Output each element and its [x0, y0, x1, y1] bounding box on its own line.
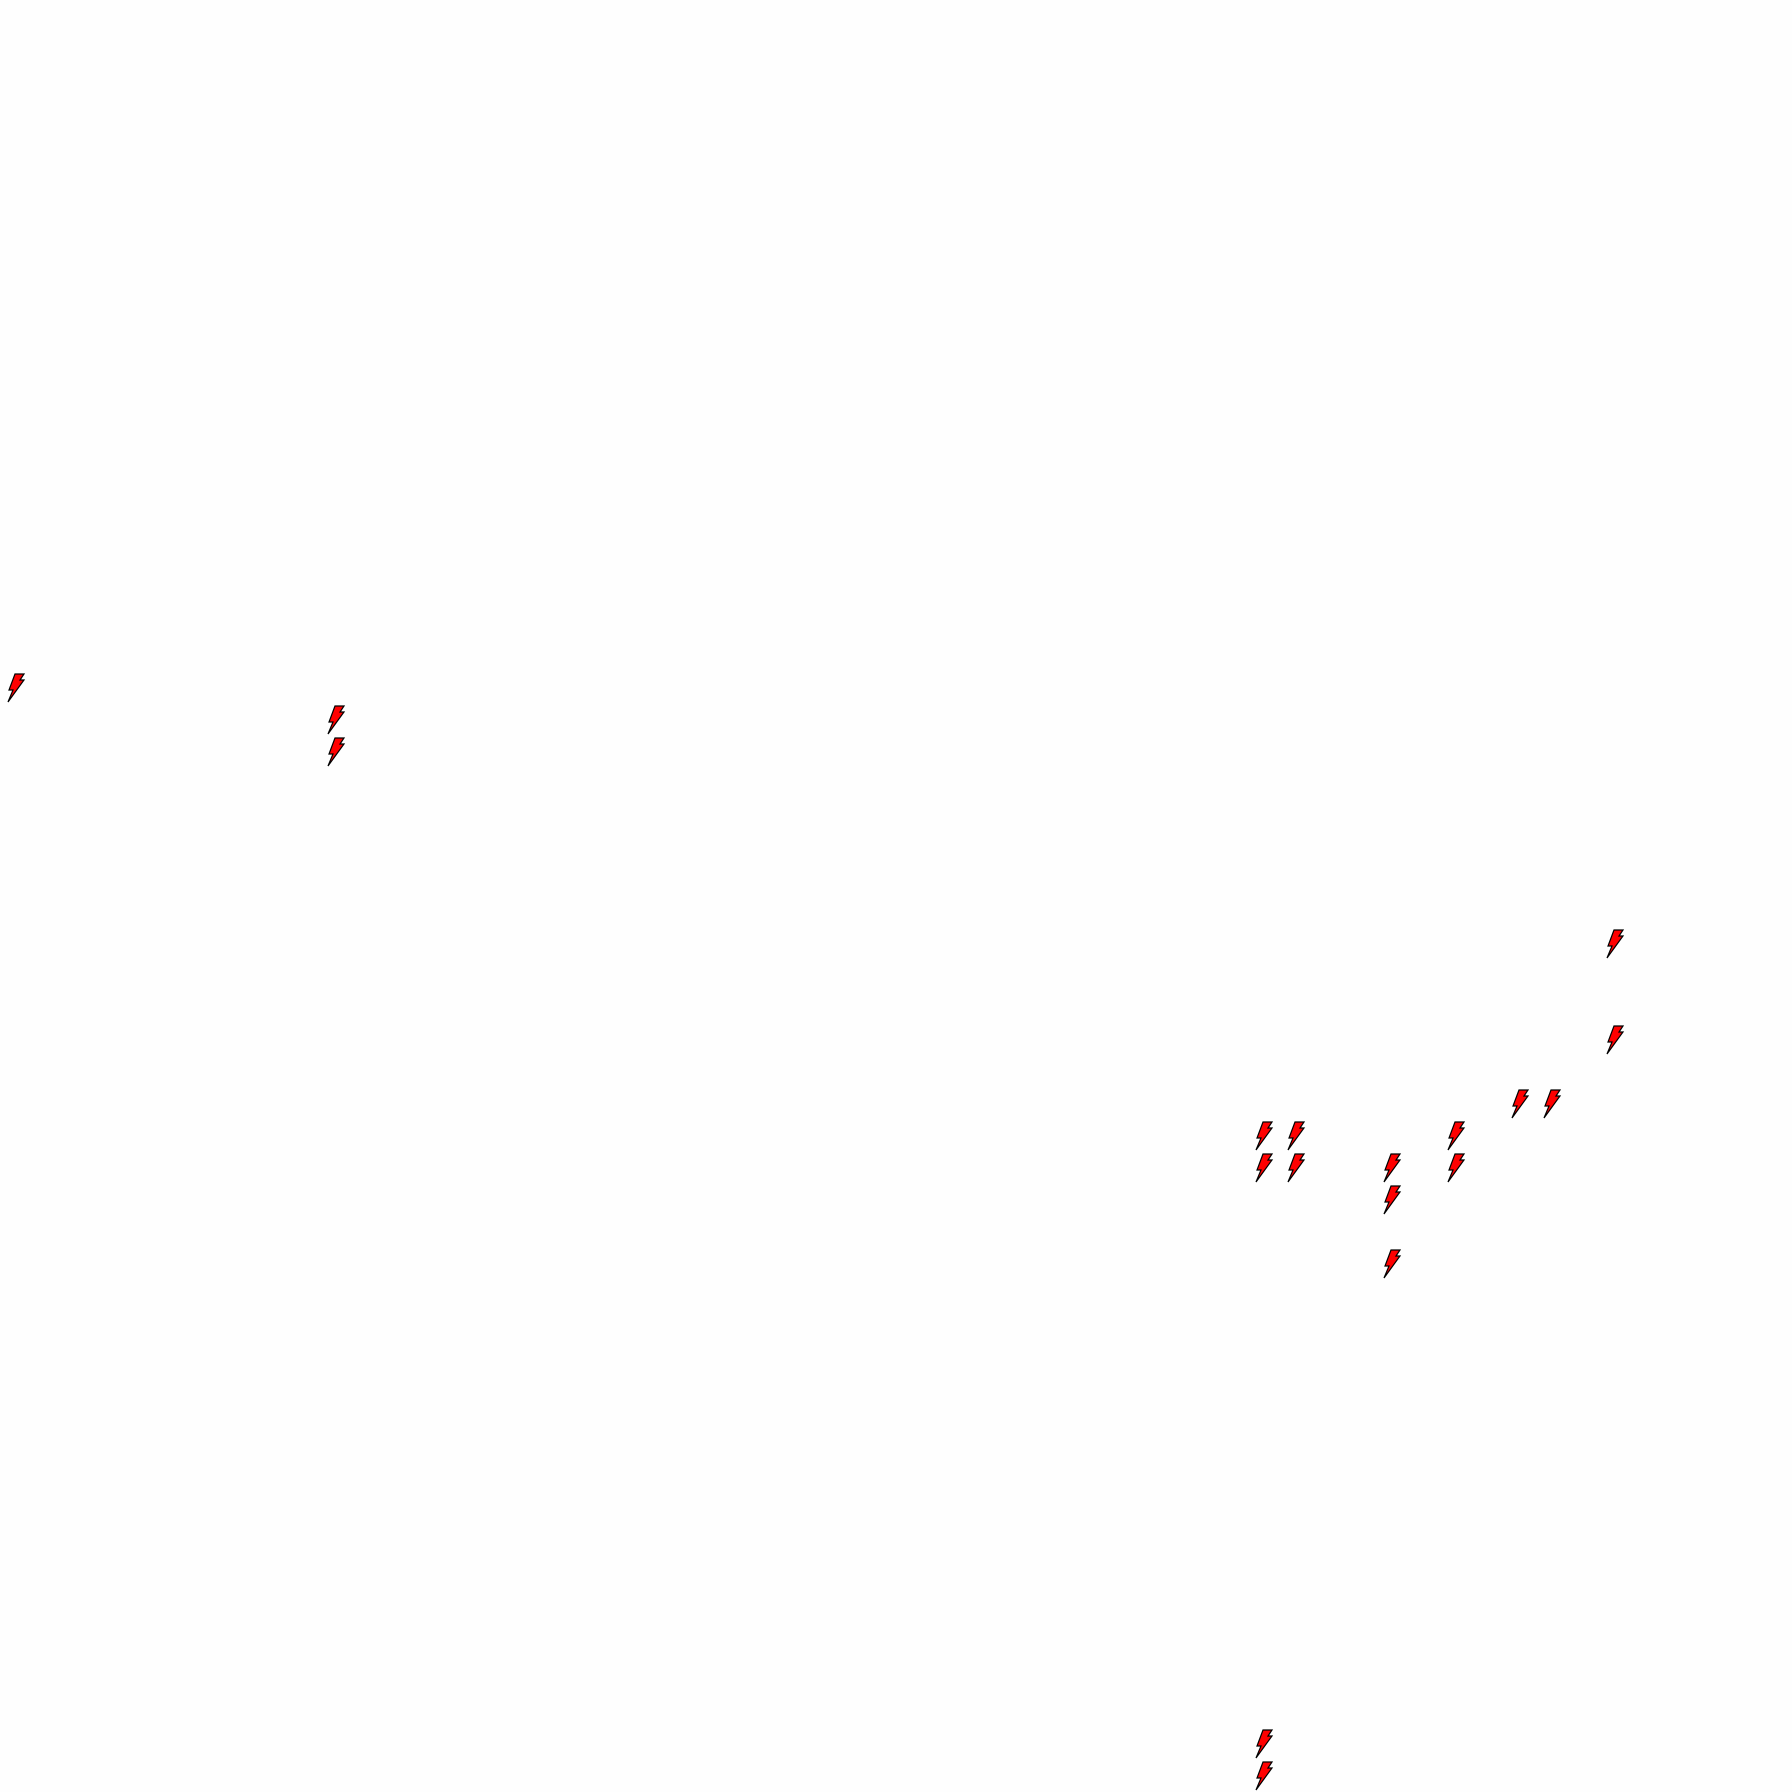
lightning-bolt-icon	[7, 673, 26, 703]
lightning-bolt-icon	[1287, 1121, 1306, 1151]
lightning-bolt-icon	[1447, 1121, 1466, 1151]
lightning-bolt-icon	[1606, 929, 1625, 959]
lightning-bolt-icon	[327, 705, 346, 735]
lightning-bolt-icon	[1543, 1089, 1562, 1119]
lightning-bolt-icon	[1383, 1185, 1402, 1215]
lightning-bolt-icon	[1255, 1153, 1274, 1183]
lightning-bolt-icon	[1255, 1121, 1274, 1151]
lightning-bolt-icon	[1606, 1025, 1625, 1055]
lightning-bolt-icon	[1255, 1761, 1274, 1791]
lightning-bolt-icon	[1255, 1729, 1274, 1759]
lightning-bolt-icon	[1287, 1153, 1306, 1183]
lightning-bolt-icon	[327, 737, 346, 767]
lightning-bolt-icon	[1383, 1249, 1402, 1279]
lightning-bolt-icon	[1511, 1089, 1530, 1119]
lightning-bolt-icon	[1447, 1153, 1466, 1183]
lightning-bolt-icon	[1383, 1153, 1402, 1183]
